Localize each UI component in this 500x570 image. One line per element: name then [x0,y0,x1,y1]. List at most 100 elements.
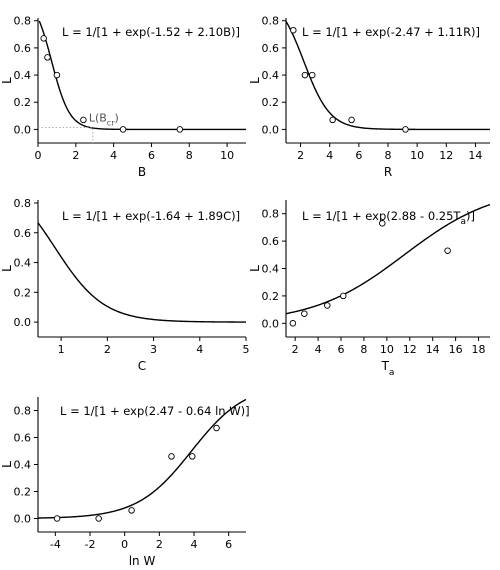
x-axis-label-text: ln W [129,554,156,568]
fitted-curve [37,222,246,323]
x-tick-label: 10 [220,149,234,162]
x-tick-label: 6 [355,149,362,162]
x-tick-label: 6 [225,538,232,551]
x-tick-label: 14 [468,149,482,162]
data-point [44,54,51,61]
x-axis-label: ln W [129,554,156,568]
x-tick-label: 8 [186,149,193,162]
y-tick-label: 0.6 [14,432,32,445]
x-tick-label: 6 [338,343,345,356]
data-point [119,126,127,133]
data-point [289,320,297,327]
x-tick-label: 14 [426,343,440,356]
x-tick-label: 2 [297,149,304,162]
equation-text: L = 1/[1 + exp(-1.64 + 1.89C)] [62,209,240,223]
chart-panel-r: 0.0 0.2 0.4 0.6 0.8 2 4 6 8 10 12 14 L R L = 1/[1 + ex… [248,15,490,179]
data-point [379,220,386,227]
x-axis-label-text: R [384,165,392,179]
chart-panel-c: 0.0 0.2 0.4 0.6 0.8 1 2 3 4 5 L C L = 1/[1 + exp(-1.… [0,197,250,373]
data-point [444,247,451,254]
y-axis-label: L [0,265,14,272]
y-tick-label: 0.8 [262,208,280,221]
equation-text: L = 1/[1 + exp(-2.47 + 1.11R)] [302,25,480,39]
y-tick-label: 0.0 [262,123,280,136]
y-tick-label: 0.4 [14,69,32,82]
y-tick-label: 0.0 [14,513,32,526]
x-tick-label: 12 [403,343,417,356]
x-axis-label-text: C [138,359,146,373]
x-tick-label: 4 [326,149,333,162]
data-point [80,116,87,124]
data-point [95,515,102,522]
y-tick-label: 0.6 [14,42,32,55]
y-tick-label: 0.0 [14,123,32,136]
x-tick-label: 4 [315,343,322,356]
x-tick-label: 1 [58,343,65,356]
data-point [308,71,316,79]
y-axis-label: L [0,461,14,468]
x-tick-label: 2 [72,149,79,162]
y-tick-label: 0.8 [14,197,32,210]
y-axis-label: L [0,77,14,84]
x-tick-label: 4 [191,538,198,551]
equation-text: L = 1/[1 + exp(2.88 - 0.25T [302,209,461,223]
data-point [53,515,61,522]
equation-label: L = 1/[1 + exp(-2.47 + 1.11R)] [302,25,480,39]
y-tick-label: 0.4 [14,459,32,472]
equation-label: L = 1/[1 + exp(2.47 - 0.64 ln W)] [60,404,250,418]
x-tick-label: 8 [385,149,392,162]
x-tick-label: 0 [35,149,42,162]
x-tick-label: 10 [410,149,424,162]
data-point [53,71,61,79]
y-tick-label: 0.8 [14,405,32,418]
data-point [213,424,220,432]
fitted-curve [37,398,247,519]
x-tick-label: 10 [380,343,394,356]
x-axis-label: Ta [381,359,395,378]
chart-panel-lnw: 0.0 0.2 0.4 0.6 0.8 -4 -2 0 2 4 6 Lln W L = 1/[1 + e… [0,397,250,568]
x-tick-label: 6 [148,149,155,162]
y-tick-label: 0.8 [14,15,32,28]
data-point [348,116,355,124]
chart-panel-b: 0.0 0.2 0.4 0.6 0.8 0 2 4 6 8 10 L B L = 1/[1 + exp(-… [0,15,246,179]
x-tick-label: 3 [150,343,157,356]
fitted-curve [285,203,491,315]
x-axis-label: R [384,165,392,179]
y-tick-label: 0.2 [14,486,32,499]
x-axis-label-text: T [381,359,390,373]
equation-subscript: a [460,217,466,227]
x-axis-label: B [138,165,146,179]
y-tick-label: 0.2 [262,96,280,109]
y-tick-label: 0.4 [262,263,280,276]
critical-value-label-close: ) [114,111,118,124]
x-tick-label: 4 [196,343,203,356]
equation-label: L = 1/[1 + exp(2.88 - 0.25Ta)] [302,209,475,227]
y-axis-label: L [248,265,262,272]
data-point [324,302,331,309]
critical-value-label-text: L(B [89,111,107,124]
x-tick-label: 18 [472,343,486,356]
y-tick-label: 0.6 [262,42,280,55]
y-tick-label: 0.8 [262,15,280,28]
critical-value-guide [38,127,94,143]
fitted-curve [285,20,490,131]
y-tick-label: 0.0 [14,316,32,329]
y-axis-label: L [248,77,262,84]
data-point [340,292,347,300]
x-tick-label: 2 [156,538,163,551]
x-tick-label: -4 [50,538,61,551]
y-tick-label: 0.2 [262,290,280,303]
y-tick-label: 0.6 [14,227,32,240]
equation-label: L = 1/[1 + exp(-1.64 + 1.89C)] [62,209,240,223]
x-axis-label: C [138,359,146,373]
x-axis-label-subscript: a [389,368,395,378]
x-tick-label: -2 [85,538,96,551]
data-point [189,453,196,460]
x-tick-label: 4 [110,149,117,162]
y-tick-label: 0.4 [14,257,32,270]
critical-value-label: L(Bcr) [89,111,119,127]
x-tick-label: 8 [360,343,367,356]
equation-end: )] [466,209,475,223]
y-tick-label: 0.4 [262,69,280,82]
